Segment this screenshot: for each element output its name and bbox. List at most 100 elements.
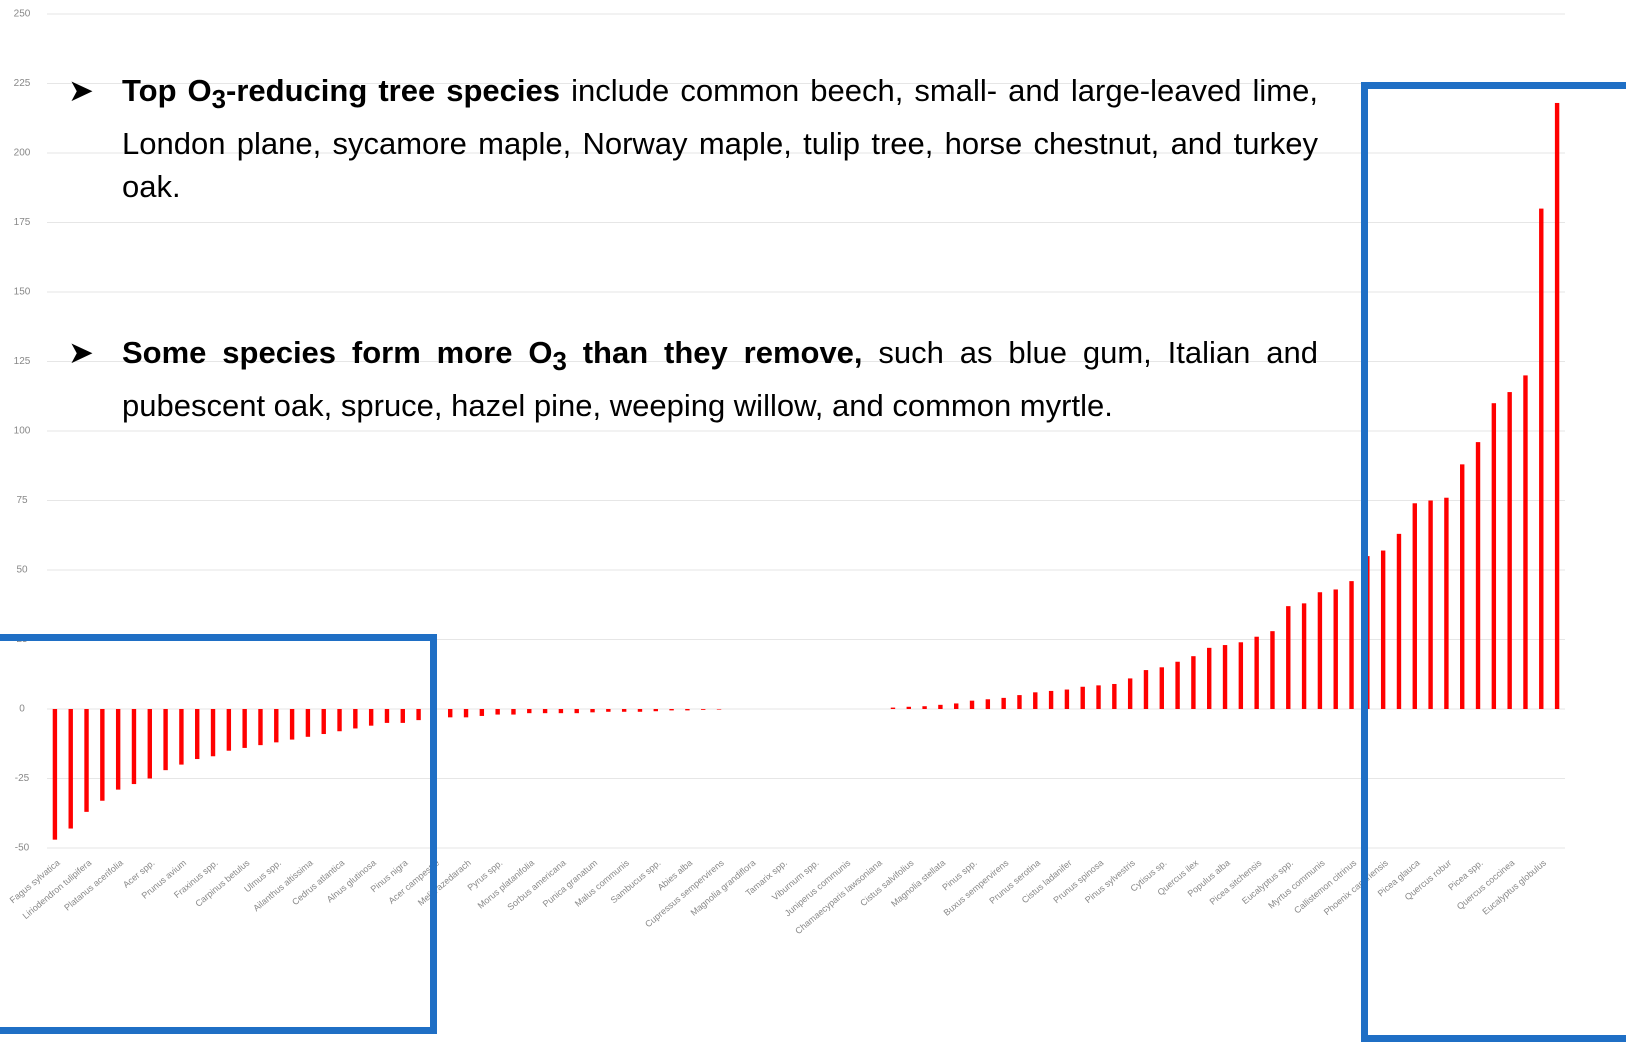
bar	[179, 709, 184, 765]
text: than they remove,	[566, 335, 863, 370]
bar	[637, 709, 643, 712]
bullet: ➤ Top O3-reducing tree species include co…	[68, 69, 1318, 208]
bar	[289, 709, 295, 740]
bar	[527, 709, 532, 714]
x-tick-label: Punica granatum	[541, 858, 600, 909]
y-tick-label: 175	[14, 217, 31, 228]
bar	[84, 709, 89, 812]
bar	[606, 709, 611, 712]
bar	[448, 709, 453, 718]
bar	[1444, 497, 1449, 709]
bar	[1333, 589, 1338, 709]
bar	[1539, 208, 1544, 709]
bar	[1475, 442, 1481, 709]
bar	[400, 709, 405, 723]
bar	[1254, 636, 1259, 709]
bar	[1380, 550, 1386, 709]
bar	[1017, 695, 1022, 709]
bar	[353, 709, 358, 729]
bar	[1270, 631, 1275, 709]
bar	[716, 709, 722, 710]
bar	[100, 709, 105, 801]
bar	[258, 709, 263, 746]
bar	[890, 707, 896, 709]
bullet: ➤ Some species form more O3 than they rem…	[68, 331, 1318, 427]
bar	[542, 709, 548, 714]
text: such as blue gum, Italian and pubescent …	[122, 335, 1318, 424]
page: -50 -25 0 25 50 75 100 125 150 175 200 225 250 Fagus …	[0, 8, 1626, 1042]
y-tick-label: 50	[16, 565, 28, 576]
y-tick-label: 225	[14, 78, 31, 89]
text: include common beech, small- and large-l…	[122, 73, 1318, 205]
bar	[938, 704, 943, 709]
bar	[1286, 606, 1291, 709]
highlight-box	[0, 634, 437, 1034]
bar	[368, 709, 374, 726]
bar	[511, 709, 516, 715]
y-tick-label: -50	[15, 843, 30, 854]
text: Some species form more O	[122, 335, 553, 370]
x-tick-label: Malus communis	[573, 857, 632, 908]
bar	[226, 709, 232, 751]
x-tick-label: Sorbus americana	[505, 858, 567, 913]
bar	[1207, 647, 1212, 709]
bar	[1001, 697, 1006, 709]
bar	[1127, 678, 1133, 709]
bar	[685, 709, 690, 711]
bar	[1428, 500, 1433, 709]
bar	[1191, 656, 1196, 709]
bar	[1507, 392, 1512, 709]
bar	[1396, 533, 1402, 709]
bar	[416, 709, 421, 721]
bar	[985, 699, 991, 709]
bar	[337, 709, 342, 732]
bar	[1159, 667, 1164, 709]
bar	[1033, 692, 1038, 709]
x-tick-label: Cistus salvifolius	[858, 857, 916, 908]
bar	[1317, 592, 1323, 709]
bold-text: Top O3-reducing tree species	[122, 73, 560, 114]
bullet-icon: ➤	[68, 335, 94, 370]
bar	[463, 709, 469, 718]
bar	[242, 709, 247, 748]
bar	[495, 709, 500, 715]
bar	[1064, 689, 1070, 709]
bar	[321, 709, 326, 735]
bar	[52, 709, 58, 840]
y-tick-label: 150	[14, 287, 31, 298]
bar	[1554, 102, 1560, 709]
bar	[131, 709, 137, 785]
bar	[906, 706, 911, 709]
bar	[147, 709, 152, 779]
bar	[1112, 683, 1117, 709]
bar	[1222, 645, 1228, 709]
bar	[954, 703, 959, 709]
bar	[558, 709, 564, 714]
y-tick-label: -25	[15, 773, 30, 784]
x-tick-label: Morus platanifolia	[476, 858, 536, 911]
y-tick-label: 75	[16, 495, 28, 506]
text: Top O	[122, 73, 212, 108]
bar	[653, 709, 658, 712]
bar	[384, 709, 390, 723]
bar	[1143, 670, 1149, 709]
bar	[1460, 464, 1465, 709]
text: 3	[211, 86, 227, 115]
bar	[479, 709, 485, 716]
bar	[669, 709, 674, 711]
bar	[163, 709, 168, 771]
y-tick-label: 100	[14, 426, 31, 437]
y-tick-label: 0	[19, 704, 25, 715]
bar	[574, 709, 579, 714]
y-tick-label: 125	[14, 356, 31, 367]
bar	[305, 709, 311, 737]
bar	[1301, 603, 1307, 709]
bar	[1096, 685, 1101, 709]
bar	[1412, 503, 1417, 709]
x-tick-label: Myrtus communis	[1266, 857, 1327, 910]
highlight-box	[1361, 82, 1626, 1042]
y-tick-label: 200	[14, 148, 31, 159]
x-tick-label: Magnolia stellata	[889, 858, 947, 909]
y-tick-label: 250	[14, 9, 31, 20]
bar	[68, 709, 73, 829]
